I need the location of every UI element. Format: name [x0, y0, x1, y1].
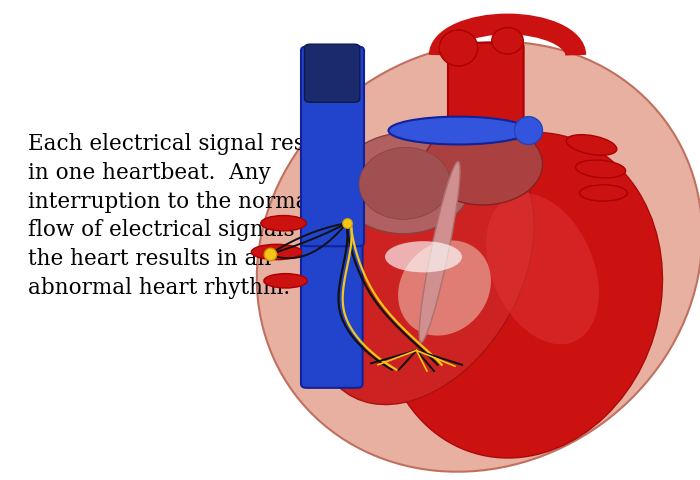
FancyBboxPatch shape [301, 47, 364, 246]
Ellipse shape [514, 117, 542, 144]
Ellipse shape [313, 138, 534, 405]
Ellipse shape [486, 193, 599, 344]
Ellipse shape [359, 147, 450, 219]
Ellipse shape [260, 216, 307, 231]
Ellipse shape [440, 30, 477, 66]
Ellipse shape [257, 42, 700, 472]
Ellipse shape [389, 117, 528, 144]
Ellipse shape [251, 244, 302, 260]
Point [264, 251, 275, 258]
Ellipse shape [264, 274, 307, 288]
Point [341, 219, 352, 227]
Text: Each electrical signal results
in one heartbeat.  Any
interruption to the normal: Each electrical signal results in one he… [28, 133, 345, 299]
Ellipse shape [491, 27, 524, 54]
Ellipse shape [398, 240, 491, 336]
Ellipse shape [575, 160, 626, 178]
Ellipse shape [580, 185, 627, 201]
FancyBboxPatch shape [448, 43, 524, 139]
Ellipse shape [566, 135, 617, 155]
Ellipse shape [381, 132, 662, 458]
FancyBboxPatch shape [304, 44, 360, 102]
Ellipse shape [385, 241, 462, 272]
Ellipse shape [424, 123, 542, 205]
Ellipse shape [419, 162, 460, 342]
Ellipse shape [338, 133, 471, 234]
FancyBboxPatch shape [301, 234, 363, 388]
